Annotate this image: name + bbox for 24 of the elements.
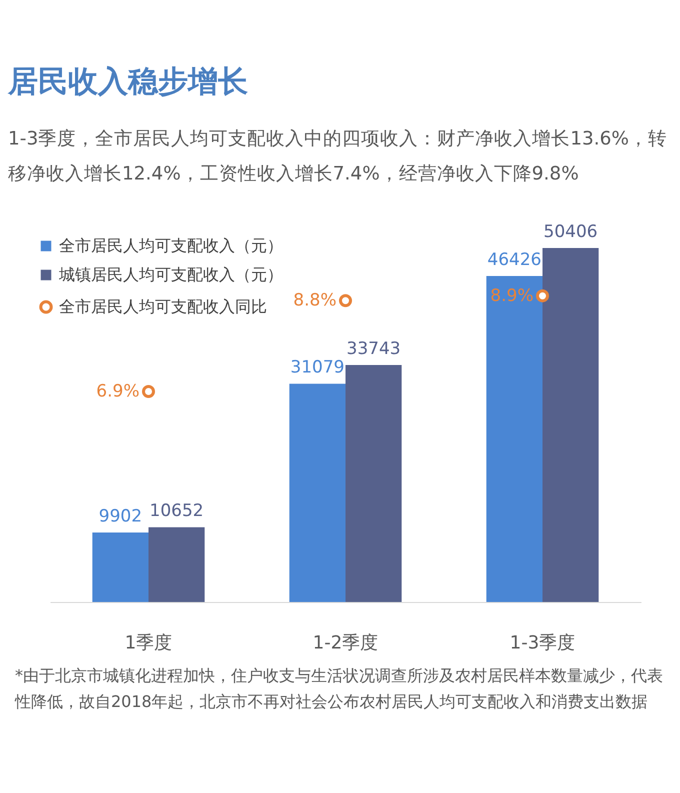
data-label: 46426 bbox=[487, 250, 542, 270]
legend-label: 城镇居民人均可支配收入（元） bbox=[58, 265, 283, 284]
data-label: 10652 bbox=[150, 501, 204, 522]
x-tick-label: 1季度 bbox=[124, 632, 172, 654]
data-label: 9902 bbox=[98, 506, 142, 526]
text: *由于北京市城镇化进程加快，住户收支与生活状况调查所涉及农村居民样本数量减少，代表性降低，故自2018年起，北京市不再对社会公布农村居民人均可支配收入和消费支出数据 bbox=[14, 666, 663, 711]
data-label: 31079 bbox=[290, 358, 344, 378]
x-tick-label: 1-2季度 bbox=[312, 632, 378, 654]
bar bbox=[542, 248, 599, 602]
legend-label: 全市居民人均可支配收入同比 bbox=[59, 297, 267, 316]
bar bbox=[486, 276, 542, 602]
legend-label: 全市居民人均可支配收入（元） bbox=[59, 236, 283, 255]
bar bbox=[148, 527, 205, 602]
bar bbox=[92, 532, 148, 602]
bar bbox=[346, 365, 402, 602]
data-label: 33743 bbox=[346, 339, 401, 360]
chart-title: 居民收入稳步增长 bbox=[7, 64, 248, 100]
data-label: 8.8% bbox=[293, 290, 336, 311]
bar bbox=[289, 384, 346, 602]
data-label: 6.9% bbox=[96, 382, 140, 402]
data-label: 50406 bbox=[544, 222, 598, 242]
data-label: 8.9% bbox=[490, 286, 534, 306]
chart-subtitle: 1-3季度，全市居民人均可支配收入中的四项收入：财产净收入增长13.6%，转移净收入增长12.4%，工资性收入增长7.4%，经营净收入下降9.8% bbox=[8, 128, 667, 184]
x-tick-label: 1-3季度 bbox=[510, 632, 576, 654]
